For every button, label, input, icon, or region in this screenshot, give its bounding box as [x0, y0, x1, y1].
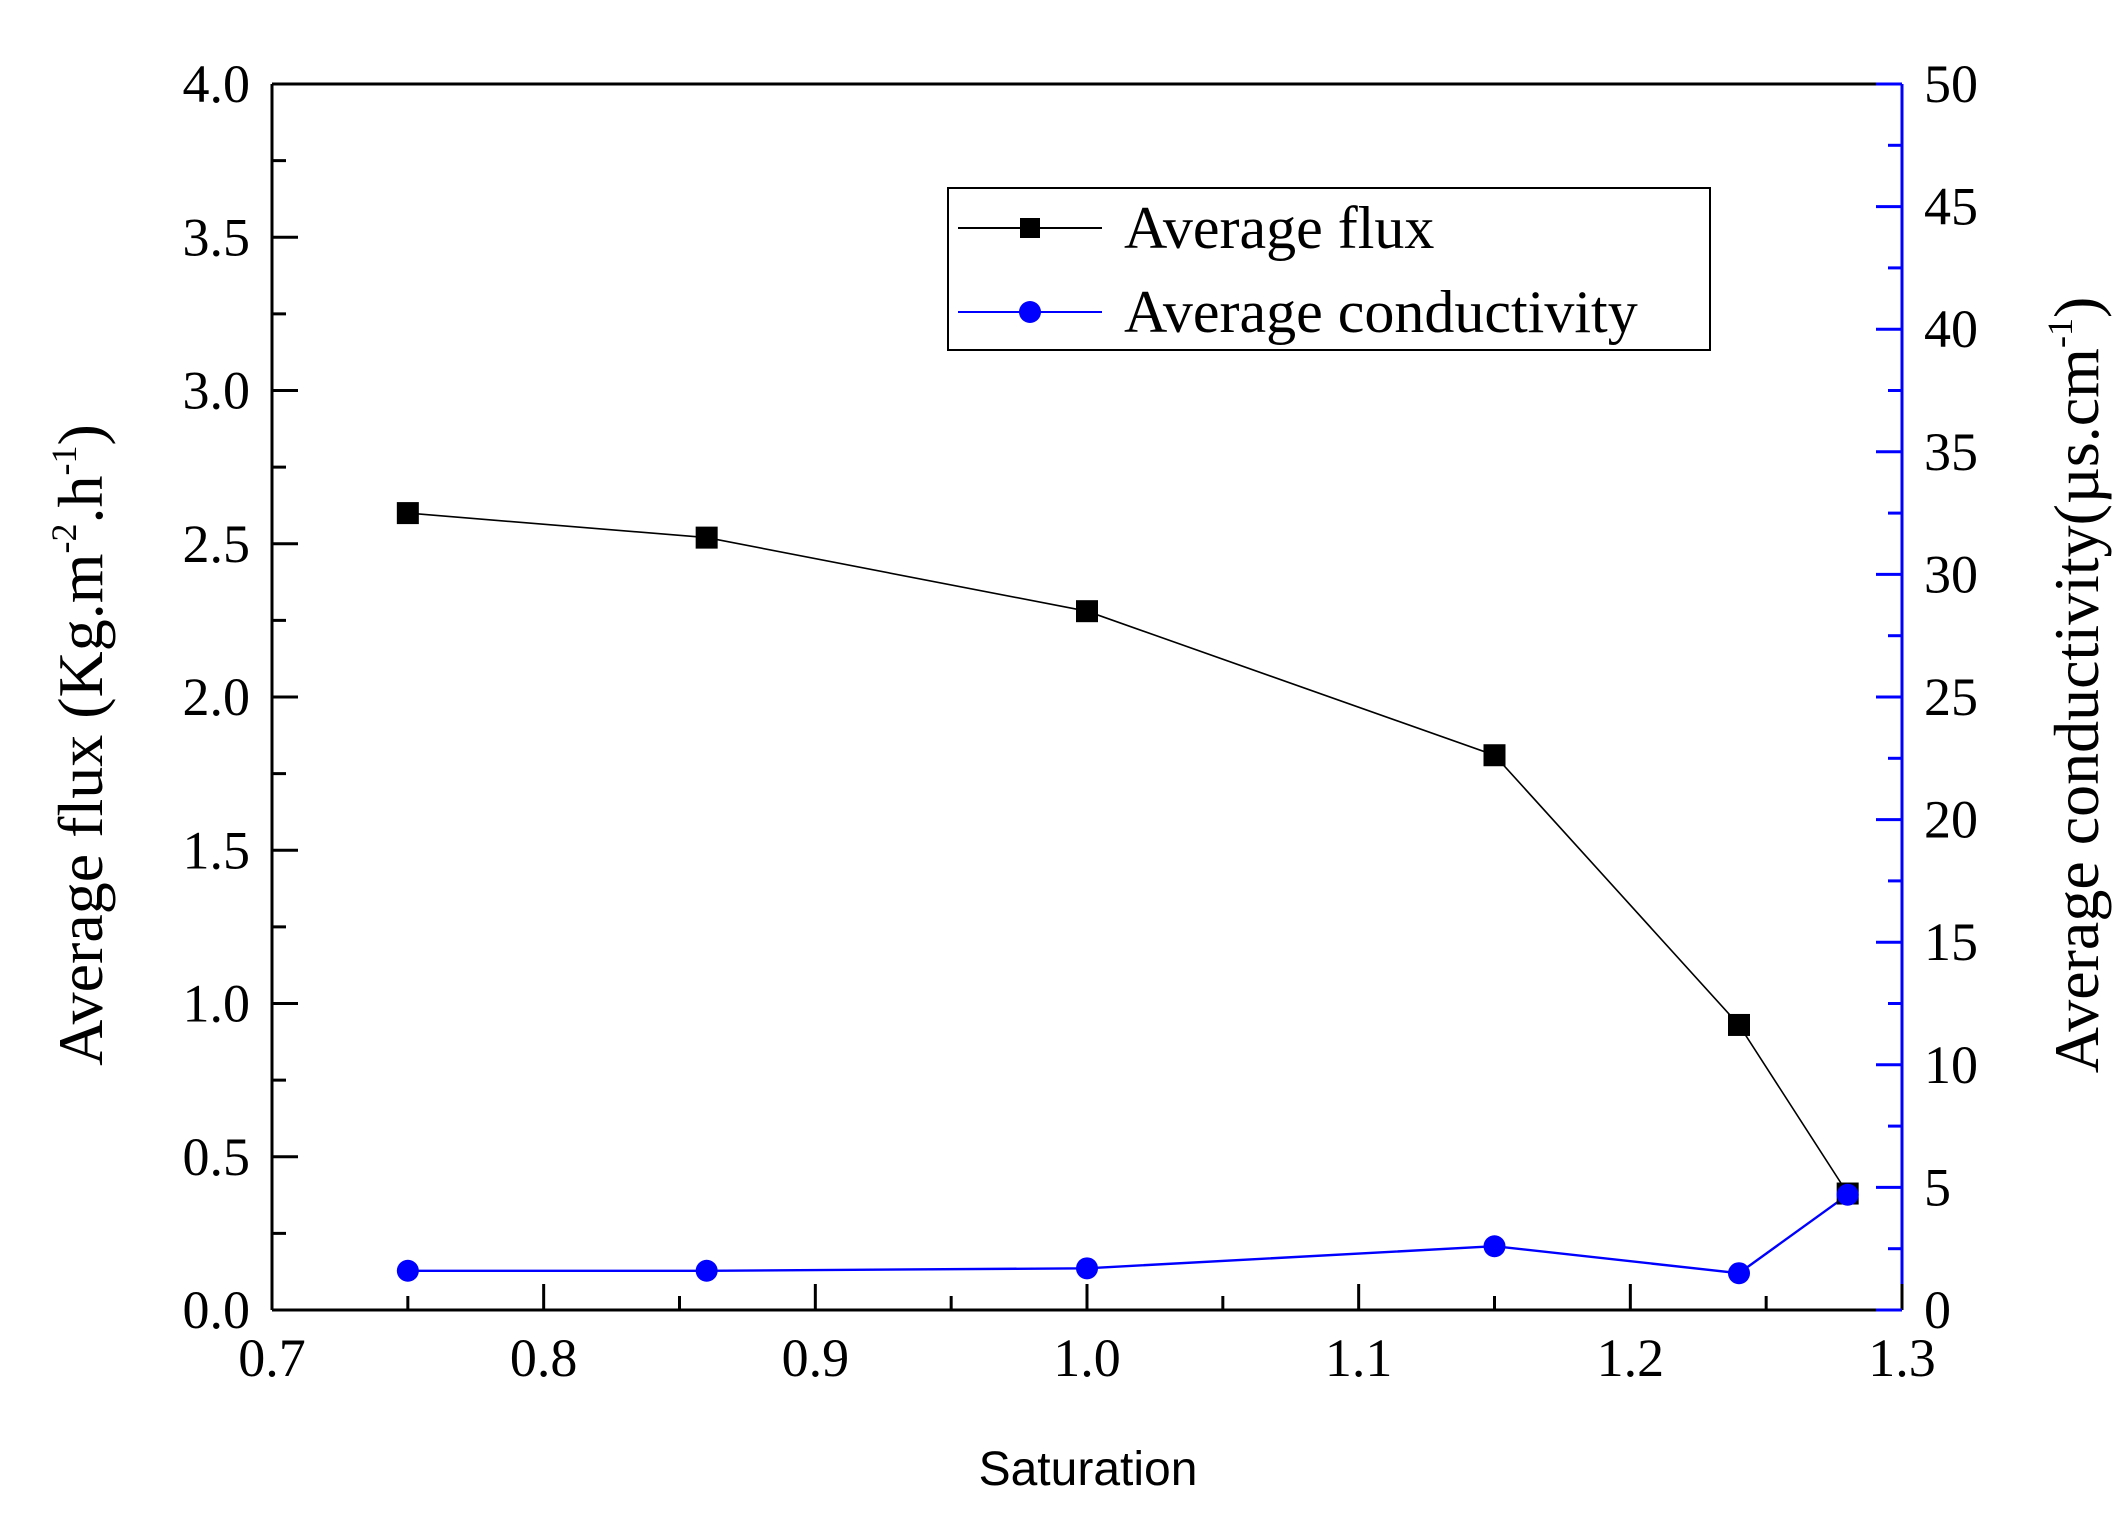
- conductivity-point: [396, 1259, 419, 1282]
- y-left-tick-label: 2.0: [183, 667, 251, 727]
- y-right-tick-label: 25: [1924, 667, 1978, 727]
- conductivity-point: [695, 1259, 718, 1282]
- x-axis: 0.7 0.8 0.9 1.0 1.1 1.2 1.3: [238, 1284, 1936, 1388]
- y-right-tick-label: 5: [1924, 1157, 1951, 1217]
- flux-point: [1483, 744, 1506, 767]
- flux-point: [1728, 1013, 1750, 1036]
- legend-conductivity-label: Average conductivity: [1124, 279, 1638, 345]
- y-right-tick-label: 50: [1924, 54, 1978, 114]
- y-left-title-sup: -2: [44, 523, 84, 553]
- y-left-tick-label: 2.5: [183, 514, 251, 574]
- y-left-title-part: Average flux (Kg.m: [45, 553, 116, 1065]
- y-left-tick-label: 4.0: [183, 54, 251, 114]
- x-tick-label: 1.1: [1325, 1328, 1393, 1388]
- y-right-tick-label: 0: [1924, 1280, 1951, 1340]
- flux-point: [396, 502, 419, 525]
- conductivity-point: [1483, 1235, 1506, 1258]
- flux-point: [1076, 600, 1098, 623]
- y-right-tick-label: 40: [1924, 299, 1978, 359]
- y-right-tick-label: 35: [1924, 422, 1978, 482]
- y-left-tick-label: 1.5: [183, 820, 251, 880]
- y-left-title-part: ): [45, 424, 116, 445]
- legend-flux-marker: [1020, 218, 1040, 238]
- y-axis-left-title: Average flux (Kg.m-2.h-1): [44, 424, 116, 1066]
- y-axis-right: 0 5 10 15 20 25 30 35 40 45 50: [1876, 54, 1978, 1340]
- series-markers: [396, 502, 1859, 1285]
- y-left-tick-label: 3.0: [183, 361, 251, 421]
- legend-conductivity-marker: [1019, 301, 1041, 323]
- flux-series-line: [407, 512, 1849, 1194]
- y-left-tick-label: 3.5: [183, 207, 251, 267]
- y-left-tick-label: 1.0: [183, 974, 251, 1034]
- y-axis-left: 0.0 0.5 1.0 1.5 2.0 2.5 3.0 3.5 4.0: [183, 54, 298, 1340]
- y-axis-right-title: Average conductivity(µs.cm-1): [2040, 297, 2112, 1074]
- y-left-tick-label: 0.5: [183, 1127, 251, 1187]
- y-right-tick-label: 30: [1924, 544, 1978, 604]
- x-axis-title: Saturation: [979, 1443, 1198, 1496]
- conductivity-point: [1728, 1262, 1750, 1285]
- y-left-title-sup: -1: [44, 445, 84, 475]
- y-right-tick-label: 20: [1924, 790, 1978, 850]
- conductivity-point: [1076, 1257, 1098, 1280]
- y-right-title-part: Average conductivity(µs.cm: [2041, 348, 2112, 1073]
- flux-point: [695, 526, 718, 549]
- y-right-title-part: ): [2041, 297, 2112, 318]
- legend-box: [947, 187, 1711, 351]
- conductivity-point: [1836, 1183, 1859, 1206]
- legend-flux-label: Average flux: [1124, 195, 1434, 261]
- x-tick-label: 1.2: [1597, 1328, 1665, 1388]
- y-right-title-sup: -1: [2040, 318, 2080, 348]
- y-left-tick-label: 0.0: [183, 1280, 251, 1340]
- x-tick-label: 1.3: [1868, 1328, 1936, 1388]
- y-right-tick-label: 10: [1924, 1035, 1978, 1095]
- conductivity-series-line: [407, 1193, 1849, 1275]
- x-tick-label: 1.0: [1053, 1328, 1121, 1388]
- x-tick-label: 0.9: [782, 1328, 850, 1388]
- y-right-tick-label: 15: [1924, 912, 1978, 972]
- y-right-tick-label: 45: [1924, 177, 1978, 237]
- series-lines: [407, 512, 1849, 1275]
- x-tick-label: 0.8: [510, 1328, 578, 1388]
- legend: Average flux Average conductivity: [947, 187, 1711, 351]
- x-tick-label: 0.7: [238, 1328, 306, 1388]
- y-left-title-part: .h: [45, 475, 116, 523]
